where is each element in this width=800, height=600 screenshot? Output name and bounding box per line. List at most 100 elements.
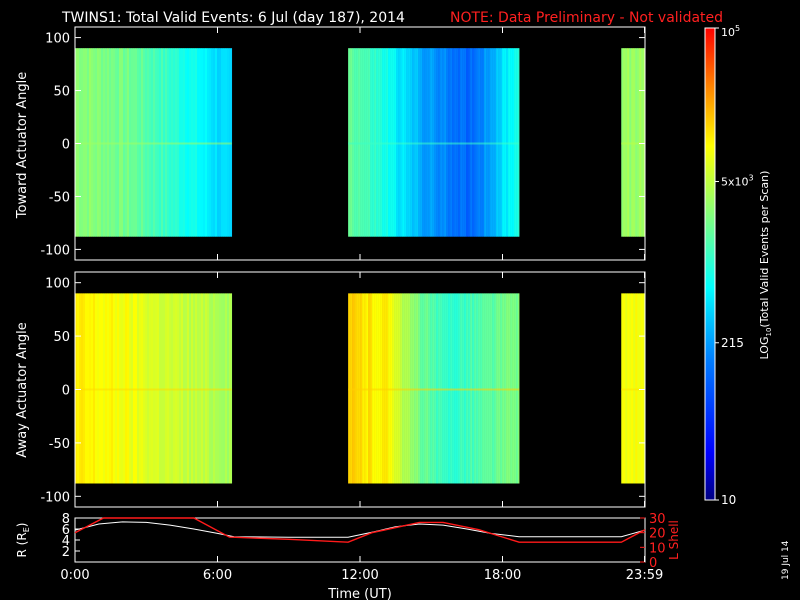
heatmap-column: [623, 48, 626, 237]
heatmap-column: [643, 293, 646, 484]
y-tick-label: 50: [53, 85, 70, 100]
heatmap-column: [149, 48, 152, 237]
heatmap-column: [400, 48, 403, 237]
y-tick-label: 0: [62, 384, 70, 399]
heatmap-column: [482, 48, 485, 237]
heatmap-column: [629, 293, 632, 484]
heatmap-column: [197, 293, 200, 484]
heatmap-column: [131, 293, 134, 484]
heatmap-column: [378, 293, 381, 484]
heatmap-column: [117, 293, 120, 484]
heatmap-column: [231, 48, 233, 237]
heatmap-column: [516, 293, 519, 484]
heatmap-column: [125, 48, 128, 237]
heatmap-column: [91, 293, 94, 484]
heatmap-column: [352, 48, 355, 237]
y-tick-label-right: 20: [649, 527, 666, 542]
heatmap-column: [506, 293, 509, 484]
heatmap-column: [231, 293, 233, 484]
heatmap-column: [631, 48, 634, 237]
heatmap-column: [494, 293, 497, 484]
heatmap-column: [87, 48, 90, 237]
heatmap-column: [79, 48, 82, 237]
heatmap-column: [641, 293, 644, 484]
y-tick-label-right: 30: [649, 512, 666, 527]
heatmap-column: [418, 293, 421, 484]
heatmap-column: [99, 48, 102, 237]
heatmap-column: [480, 293, 483, 484]
heatmap-column: [179, 48, 182, 237]
heatmap-column: [621, 293, 624, 484]
heatmap-column: [221, 293, 224, 484]
heatmap-column: [145, 293, 148, 484]
heatmap-column: [472, 293, 475, 484]
heatmap-column: [189, 48, 192, 237]
heatmap-column: [458, 48, 461, 237]
heatmap-column: [213, 293, 216, 484]
heatmap-column: [496, 48, 499, 237]
heatmap-column: [147, 48, 150, 237]
heatmap-column: [426, 48, 429, 237]
heatmap-column: [464, 293, 467, 484]
heatmap-column: [452, 293, 455, 484]
heatmap-column: [129, 48, 132, 237]
heatmap-column: [470, 293, 473, 484]
heatmap-column: [85, 48, 88, 237]
heatmap-column: [396, 293, 399, 484]
heatmap-column: [635, 293, 638, 484]
colorbar-tick-label: 10: [721, 493, 736, 507]
heatmap-column: [135, 293, 138, 484]
heatmap-column: [512, 48, 515, 237]
heatmap-column: [478, 293, 481, 484]
heatmap-column: [478, 48, 481, 237]
heatmap-column: [466, 48, 469, 237]
heatmap-column: [625, 293, 628, 484]
heatmap-column: [173, 48, 176, 237]
heatmap-column: [137, 48, 140, 237]
heatmap-column: [209, 48, 212, 237]
heatmap-column: [486, 48, 489, 237]
heatmap-column: [364, 293, 367, 484]
heatmap-column: [466, 293, 469, 484]
heatmap-column: [81, 293, 84, 484]
heatmap-column: [424, 293, 427, 484]
colorbar-tick-label: 215: [721, 336, 744, 350]
heatmap-column: [434, 293, 437, 484]
heatmap-column: [131, 48, 134, 237]
heatmap-column: [440, 293, 443, 484]
heatmap-column: [631, 293, 634, 484]
heatmap-column: [149, 293, 152, 484]
heatmap-column: [404, 48, 407, 237]
heatmap-column: [502, 293, 505, 484]
heatmap-column: [504, 48, 507, 237]
data-block: [621, 48, 646, 237]
heatmap-column: [177, 48, 180, 237]
heatmap-column: [625, 48, 628, 237]
heatmap-column: [217, 48, 220, 237]
heatmap-column: [410, 293, 413, 484]
heatmap-column: [195, 293, 198, 484]
heatmap-column: [639, 293, 642, 484]
heatmap-column: [428, 48, 431, 237]
y-tick-label: -100: [40, 490, 70, 505]
heatmap-column: [157, 293, 160, 484]
heatmap-column: [384, 48, 387, 237]
orbit-frame: [74, 517, 646, 563]
data-block: [75, 48, 233, 237]
heatmap-column: [215, 293, 218, 484]
heatmap-column: [97, 48, 100, 237]
heatmap-column: [229, 293, 232, 484]
heatmap-column: [354, 48, 357, 237]
data-block: [621, 293, 646, 484]
heatmap-column: [394, 293, 397, 484]
heatmap-column: [111, 293, 114, 484]
heatmap-column: [155, 48, 158, 237]
heatmap-column: [380, 293, 383, 484]
heatmap-column: [133, 48, 136, 237]
heatmap-column: [514, 48, 517, 237]
heatmap-column: [402, 48, 405, 237]
heatmap-column: [398, 293, 401, 484]
heatmap-column: [432, 293, 435, 484]
heatmap-column: [418, 48, 421, 237]
heatmap-column: [641, 48, 644, 237]
